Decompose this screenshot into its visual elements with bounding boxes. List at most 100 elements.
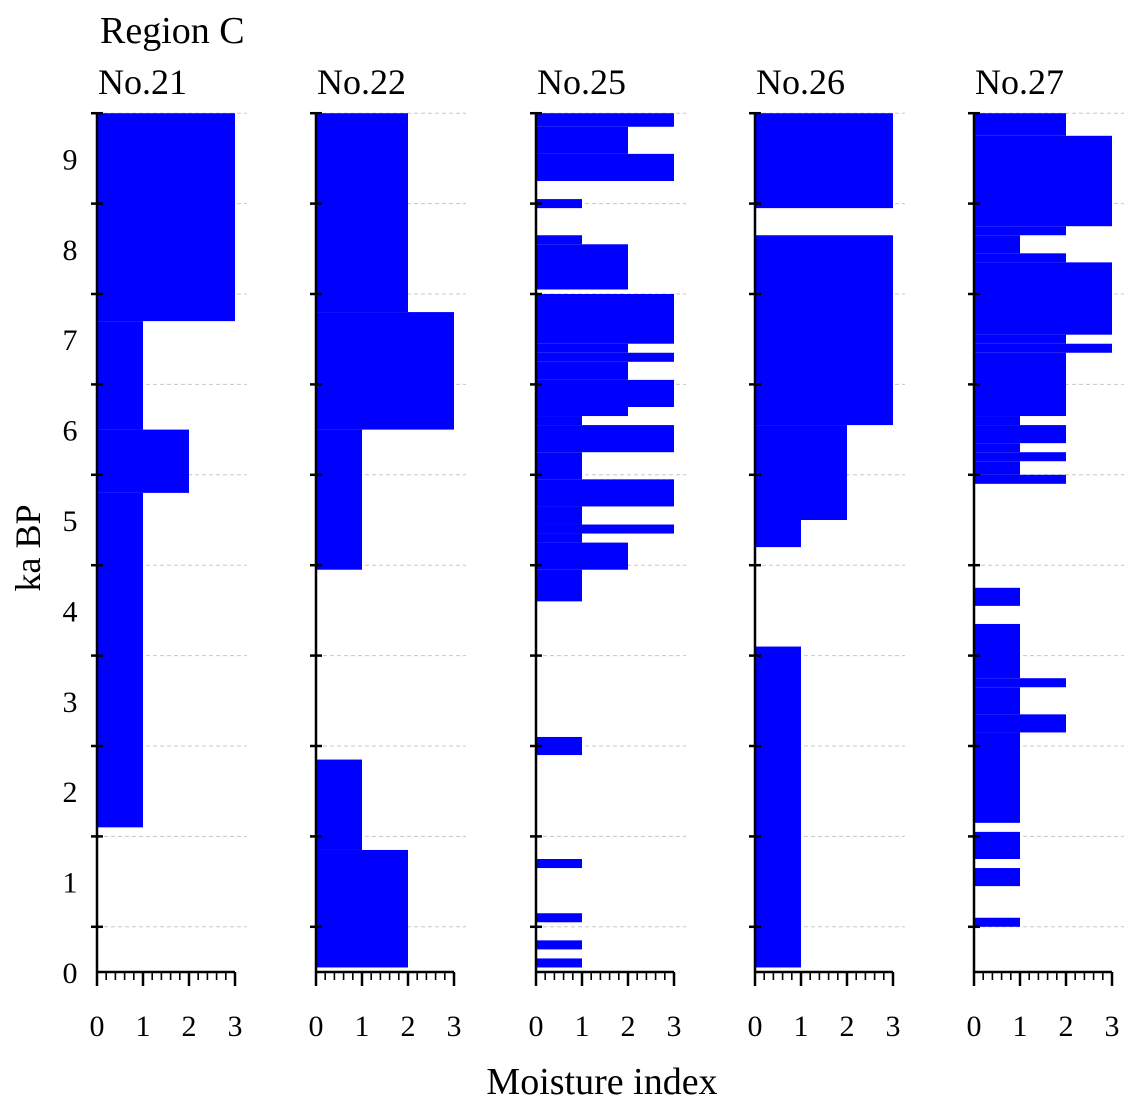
moisture-bar (536, 352, 674, 362)
moisture-bar (536, 294, 674, 344)
moisture-bar (974, 623, 1020, 679)
moisture-bar (974, 687, 1020, 715)
moisture-bar (974, 253, 1066, 263)
moisture-bar (536, 506, 582, 525)
moisture-bar (536, 235, 582, 245)
x-tick-label: 3 (228, 1010, 243, 1043)
y-axis-label: ka BP (8, 504, 48, 591)
y-tick-label: 4 (63, 595, 78, 628)
x-tick-label: 0 (90, 1010, 105, 1043)
x-tick-label: 0 (748, 1010, 763, 1043)
y-tick-label: 5 (63, 505, 78, 538)
moisture-bar (974, 587, 1020, 606)
moisture-bar (974, 917, 1020, 927)
moisture-bar (316, 113, 408, 313)
moisture-bar (536, 859, 582, 869)
x-tick-label: 1 (575, 1010, 590, 1043)
moisture-bar (755, 425, 847, 520)
x-tick-label: 1 (794, 1010, 809, 1043)
moisture-bar (536, 244, 628, 290)
x-tick-label: 1 (355, 1010, 370, 1043)
moisture-bar (97, 321, 143, 430)
x-tick-label: 3 (667, 1010, 682, 1043)
moisture-bar (97, 492, 143, 828)
y-tick-label: 0 (63, 957, 78, 990)
x-tick-label: 1 (1013, 1010, 1028, 1043)
y-tick-label: 1 (63, 867, 78, 900)
moisture-bar (536, 479, 674, 507)
moisture-bar (536, 113, 674, 127)
moisture-bar (536, 958, 582, 968)
moisture-bar (316, 849, 408, 968)
moisture-bar (974, 226, 1066, 236)
moisture-bar (974, 262, 1112, 335)
x-tick-label: 0 (967, 1010, 982, 1043)
x-tick-label: 2 (182, 1010, 197, 1043)
moisture-bar (974, 678, 1066, 688)
moisture-bar (974, 474, 1066, 484)
moisture-bar (536, 343, 628, 353)
moisture-bar (536, 913, 582, 923)
moisture-bar (536, 940, 582, 950)
axes-layer (91, 111, 1114, 986)
moisture-bar (974, 343, 1112, 353)
x-tick-label: 3 (886, 1010, 901, 1043)
moisture-bar (536, 199, 582, 209)
region-title: Region C (100, 10, 245, 52)
moisture-bar (97, 429, 189, 493)
moisture-bar (974, 352, 1066, 417)
x-tick-label: 2 (840, 1010, 855, 1043)
moisture-bar (316, 312, 454, 430)
moisture-bar (536, 736, 582, 756)
panel-title: No.21 (98, 62, 187, 102)
moisture-bar (974, 461, 1020, 475)
x-tick-label: 3 (1105, 1010, 1120, 1043)
panel-title: No.26 (756, 62, 845, 102)
moisture-bar (974, 452, 1066, 462)
y-tick-label: 7 (63, 324, 78, 357)
moisture-bar (755, 235, 893, 426)
y-tick-label: 6 (63, 415, 78, 448)
x-tick-label: 0 (309, 1010, 324, 1043)
y-tick-label: 9 (63, 143, 78, 176)
moisture-bar (755, 646, 801, 968)
grid-layer (97, 112, 1124, 928)
x-tick-label: 0 (529, 1010, 544, 1043)
moisture-bar (536, 425, 674, 453)
moisture-bar (316, 429, 362, 570)
x-tick-label: 2 (401, 1010, 416, 1043)
moisture-bar (536, 379, 674, 407)
panel-title: No.25 (537, 62, 626, 102)
moisture-bar (536, 452, 582, 480)
panel-title: No.27 (975, 62, 1064, 102)
moisture-bar (974, 135, 1112, 227)
x-tick-label: 1 (136, 1010, 151, 1043)
x-tick-label: 3 (447, 1010, 462, 1043)
moisture-bar (536, 542, 628, 570)
moisture-bar (974, 235, 1020, 254)
moisture-bar (974, 334, 1066, 344)
moisture-bar (755, 520, 801, 548)
moisture-bar (974, 831, 1020, 859)
moisture-bar (974, 113, 1066, 136)
moisture-bar (974, 868, 1020, 887)
moisture-bar (974, 732, 1020, 823)
moisture-bar (536, 153, 674, 181)
moisture-bar (536, 524, 674, 534)
moisture-bar (536, 416, 582, 426)
moisture-bar (974, 714, 1066, 733)
moisture-bar (536, 361, 628, 380)
moisture-bar (536, 407, 628, 417)
y-tick-label: 3 (63, 686, 78, 719)
moisture-bar (97, 113, 235, 322)
moisture-bar (755, 113, 893, 209)
y-tick-label: 2 (63, 776, 78, 809)
moisture-bar (974, 443, 1020, 453)
moisture-bar (536, 126, 628, 154)
x-tick-label: 2 (1059, 1010, 1074, 1043)
panel-title: No.22 (317, 62, 406, 102)
moisture-bar (974, 425, 1066, 444)
x-tick-label: 2 (621, 1010, 636, 1043)
